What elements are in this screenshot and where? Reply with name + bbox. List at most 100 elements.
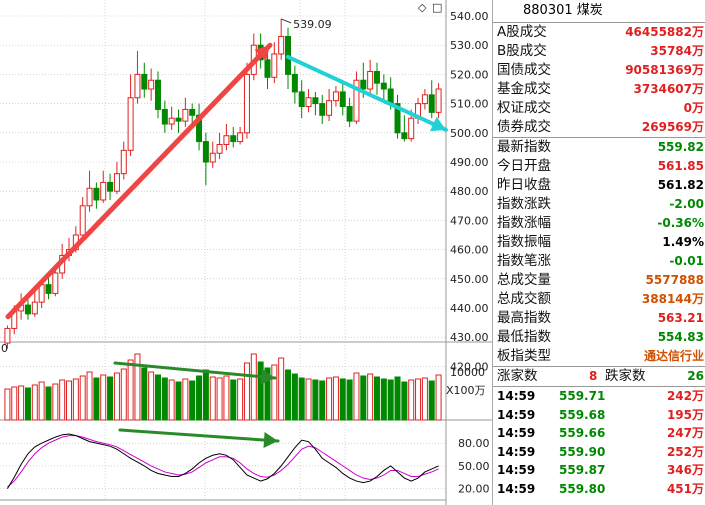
- stat-value: -0.36%: [657, 216, 704, 230]
- turnover-row: 权证成交 0万: [493, 99, 705, 118]
- candle-body: [373, 70, 380, 84]
- kline-chart-area[interactable]: 540.00 530.00 520.00 510.00 500.00 490.00 480.…: [0, 0, 492, 505]
- candle-body: [339, 91, 346, 108]
- tick-price: 559.71: [559, 389, 606, 403]
- stat-value: 通达信行业: [643, 349, 704, 363]
- stat-label: 总成交额: [497, 291, 551, 307]
- stat-label: 指数振幅: [497, 234, 551, 250]
- tick-row[interactable]: 14:59 559.71 242万: [493, 387, 705, 406]
- price-axis-label: 450.00: [450, 273, 489, 286]
- candle-body: [182, 108, 189, 122]
- volume-bar: [360, 375, 367, 421]
- tick-volume: 195万: [666, 407, 704, 422]
- stat-row: 指数笔涨 -0.01: [493, 252, 705, 271]
- candle-body: [401, 132, 408, 140]
- candle-body: [394, 103, 401, 134]
- stat-value: -2.00: [669, 197, 704, 211]
- price-axis-label: 480.00: [450, 185, 489, 198]
- kdj-trend-arrow-head: [263, 432, 278, 449]
- turnover-label: 基金成交: [497, 81, 551, 97]
- candle-body: [202, 141, 209, 163]
- candle-body: [319, 103, 326, 116]
- volume-bar: [223, 375, 230, 421]
- turnover-label: A股成交: [497, 24, 547, 40]
- quote-panel: 880301 煤炭 A股成交 46455882万 B股成交 35784万 国债成交 905…: [492, 0, 705, 505]
- tick-row[interactable]: 14:59 559.68 195万: [493, 406, 705, 425]
- candle-body: [223, 135, 230, 145]
- stat-label: 总成交量: [497, 272, 551, 288]
- volume-bar: [52, 383, 59, 421]
- volume-axis-label: 10000: [450, 366, 485, 379]
- turnover-value: 0万: [683, 101, 704, 115]
- price-axis-label: 500.00: [450, 127, 489, 140]
- stat-row: 最新指数 559.82: [493, 138, 705, 157]
- turnover-row: 债券成交 269569万: [493, 118, 705, 137]
- tick-row[interactable]: 14:59 559.90 252万: [493, 443, 705, 462]
- tick-list[interactable]: 14:59 559.71 242万 14:59 559.68 195万 14:59 559.6…: [493, 387, 705, 498]
- peak-price-label: 539.09: [293, 18, 332, 31]
- volume-bar: [141, 367, 148, 421]
- volume-bar: [428, 380, 435, 421]
- stat-label: 指数涨幅: [497, 215, 551, 231]
- volume-bar: [148, 371, 155, 421]
- volume-bar: [59, 379, 66, 421]
- volume-bar: [113, 372, 120, 421]
- turnover-label: 权证成交: [497, 100, 551, 116]
- tick-price: 559.66: [559, 426, 606, 440]
- volume-bar: [24, 387, 31, 421]
- candle-body: [127, 97, 134, 151]
- tick-row[interactable]: 14:59 559.87 346万: [493, 461, 705, 480]
- volume-unit-label: X100万: [446, 384, 486, 397]
- candle-body: [216, 143, 223, 154]
- candle-body: [141, 73, 148, 90]
- price-axis-label: 520.00: [450, 68, 489, 81]
- stat-row: 指数振幅 1.49%: [493, 233, 705, 252]
- stat-label: 昨日收盘: [497, 177, 551, 193]
- kline-chart[interactable]: 540.00 530.00 520.00 510.00 500.00 490.00 480.…: [0, 0, 492, 505]
- candle-body: [428, 94, 435, 113]
- tick-time: 14:59: [497, 481, 536, 496]
- tick-time: 14:59: [497, 389, 536, 403]
- tick-volume: 252万: [666, 444, 704, 459]
- volume-bar: [285, 369, 292, 421]
- candle-body: [189, 108, 196, 116]
- volume-bar: [394, 376, 401, 421]
- volume-bar: [209, 376, 216, 421]
- tick-row[interactable]: 14:59 559.80 451万: [493, 480, 705, 499]
- price-axis-label: 430.00: [450, 331, 489, 344]
- volume-bar: [120, 368, 127, 421]
- turnover-value: 90581369万: [625, 63, 704, 77]
- volume-bar: [175, 381, 182, 421]
- candle-body: [305, 97, 312, 108]
- candle-body: [107, 181, 114, 192]
- stat-value: 388144万: [641, 292, 704, 306]
- kdj-axis-label: 20.00: [458, 483, 490, 496]
- tick-row[interactable]: 14:59 559.66 247万: [493, 424, 705, 443]
- downtrend-arrow: [286, 54, 448, 132]
- uptrend-arrow-head: [254, 45, 270, 61]
- volume-bar: [278, 357, 285, 421]
- candle-body: [367, 70, 374, 90]
- volume-bar: [168, 379, 175, 421]
- tick-volume: 346万: [666, 463, 704, 477]
- tick-time: 14:59: [497, 426, 536, 440]
- volume-trend-arrow-head: [260, 368, 275, 385]
- candle-body: [408, 117, 415, 140]
- volume-bar: [66, 380, 73, 421]
- price-axis-label: 490.00: [450, 156, 489, 169]
- candle-body: [175, 117, 182, 122]
- tick-volume: 247万: [666, 426, 704, 440]
- kdj-k-line: [6, 433, 439, 489]
- candle-body: [326, 100, 333, 116]
- volume-bar: [408, 379, 415, 421]
- volume-bar: [305, 378, 312, 421]
- price-axis-label: 440.00: [450, 302, 489, 315]
- volume-bar: [243, 362, 250, 421]
- price-axis-label: 530.00: [450, 39, 489, 52]
- volume-bar: [189, 380, 196, 421]
- volume-bar: [18, 385, 25, 421]
- turnover-value: 269569万: [641, 120, 704, 134]
- candle-body: [312, 97, 319, 105]
- candle-body: [148, 79, 155, 90]
- volume-bar: [339, 378, 346, 421]
